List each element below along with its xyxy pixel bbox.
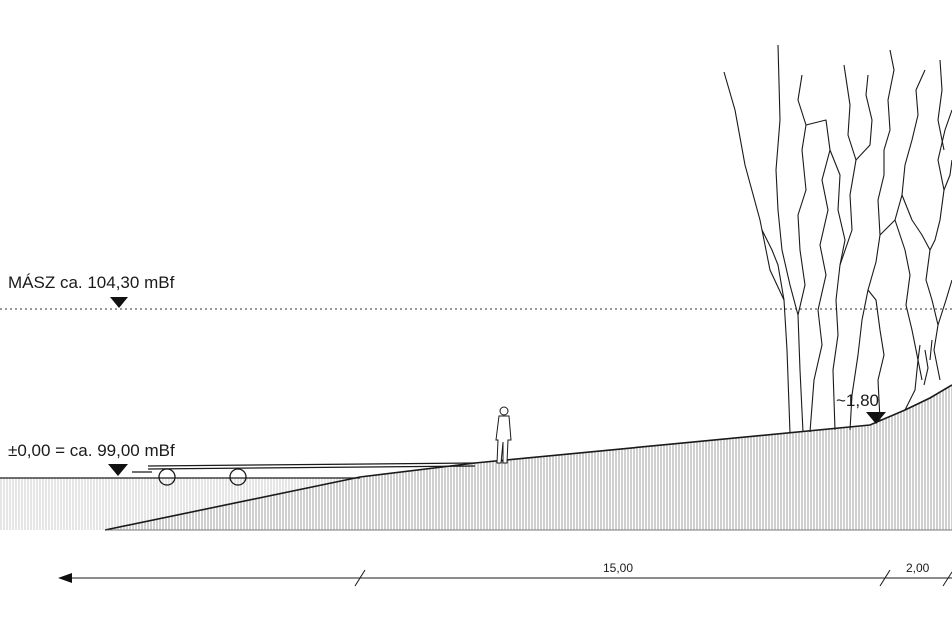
slope-line [104, 384, 952, 531]
dimension-line [60, 569, 952, 587]
flood-level-label: MÁSZ ca. 104,30 mBf [8, 273, 175, 292]
boat-trailer [132, 462, 476, 486]
embankment-hatch [105, 385, 952, 530]
level-marker-icon [110, 297, 128, 308]
dimension-main: 15,00 [603, 561, 633, 575]
level-marker-icon [866, 412, 886, 424]
water-hatch [0, 478, 360, 530]
tree-trunk [723, 44, 952, 434]
person-figure [495, 406, 512, 464]
zero-level-label: ±0,00 = ca. 99,00 mBf [8, 441, 175, 460]
arrow-left-icon [58, 573, 72, 583]
dimension-side: 2,00 [906, 561, 930, 575]
embankment-level-label: ~1,80 [836, 391, 879, 410]
level-marker-icon [108, 464, 128, 476]
